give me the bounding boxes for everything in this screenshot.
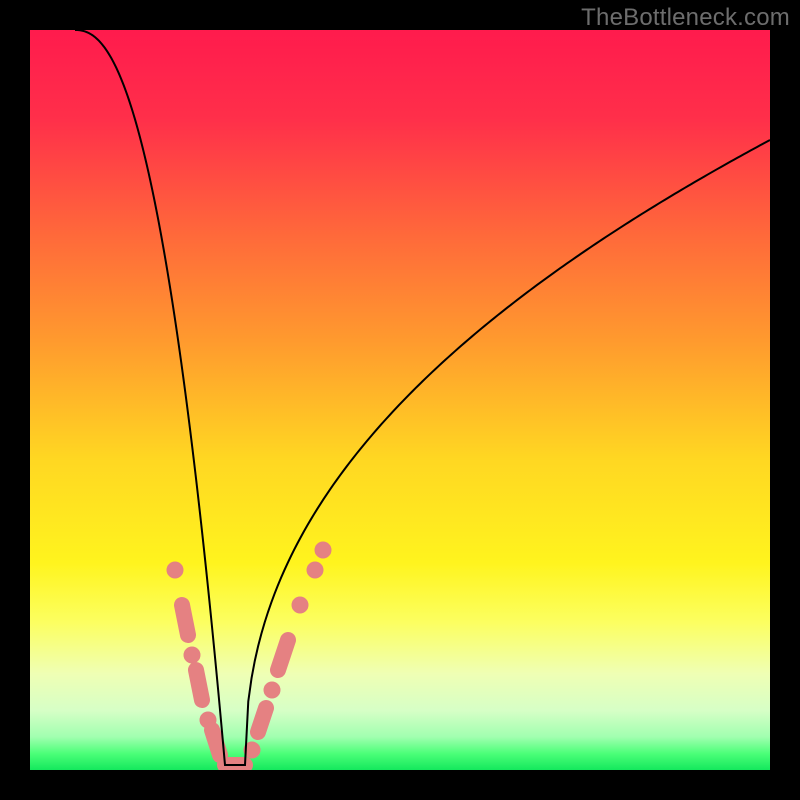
scatter-marker: [167, 562, 183, 578]
scatter-markers: [167, 542, 331, 765]
scatter-marker: [184, 647, 200, 663]
scatter-marker: [307, 562, 323, 578]
curve-layer: [30, 30, 770, 770]
scatter-capsule: [278, 640, 288, 670]
chart-stage: TheBottleneck.com: [0, 0, 800, 800]
scatter-marker: [315, 542, 331, 558]
scatter-capsule: [196, 670, 202, 700]
scatter-marker: [264, 682, 280, 698]
scatter-capsule: [212, 730, 220, 755]
watermark-text: TheBottleneck.com: [581, 4, 790, 32]
scatter-marker: [292, 597, 308, 613]
scatter-capsule: [258, 708, 266, 732]
plot-area: [30, 30, 770, 770]
v-curve: [75, 30, 770, 765]
scatter-capsule: [182, 605, 188, 635]
